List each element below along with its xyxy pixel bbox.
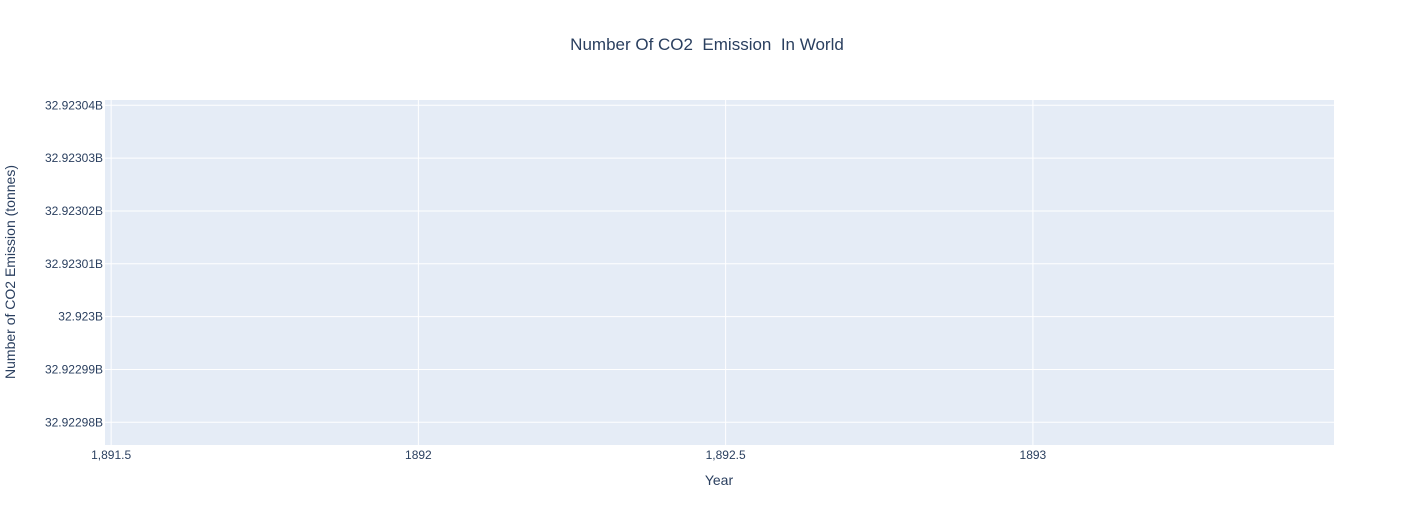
y-tick-label-32-92299B: 32.92299B — [45, 362, 103, 376]
x-tick-label-1893: 1893 — [1020, 448, 1047, 462]
y-tick-label-32-923B: 32.923B — [58, 310, 103, 324]
plot-area — [105, 100, 1334, 445]
x-tick-labels: 1,891.5 1892 1,892.5 1893 — [91, 448, 1046, 462]
y-tick-labels: 32.92298B 32.92299B 32.923B 32.92301B 32.923… — [45, 98, 103, 429]
y-tick-label-32-92298B: 32.92298B — [45, 415, 103, 429]
x-gridlines — [110, 100, 1034, 445]
y-tick-label-32-92301B: 32.92301B — [45, 257, 103, 271]
x-tick-label-1-892-5: 1,892.5 — [706, 448, 746, 462]
chart-title: Number Of CO2 Emission In World — [570, 35, 844, 54]
y-tick-label-32-92303B: 32.92303B — [45, 151, 103, 165]
x-axis-title: Year — [705, 472, 734, 488]
x-tick-label-1-891-5: 1,891.5 — [91, 448, 131, 462]
x-tick-label-1892: 1892 — [405, 448, 432, 462]
y-tick-label-32-92302B: 32.92302B — [45, 204, 103, 218]
y-tick-label-32-92304B: 32.92304B — [45, 98, 103, 112]
y-axis-title: Number of CO2 Emission (tonnes) — [2, 165, 18, 379]
y-gridlines — [105, 104, 1334, 423]
